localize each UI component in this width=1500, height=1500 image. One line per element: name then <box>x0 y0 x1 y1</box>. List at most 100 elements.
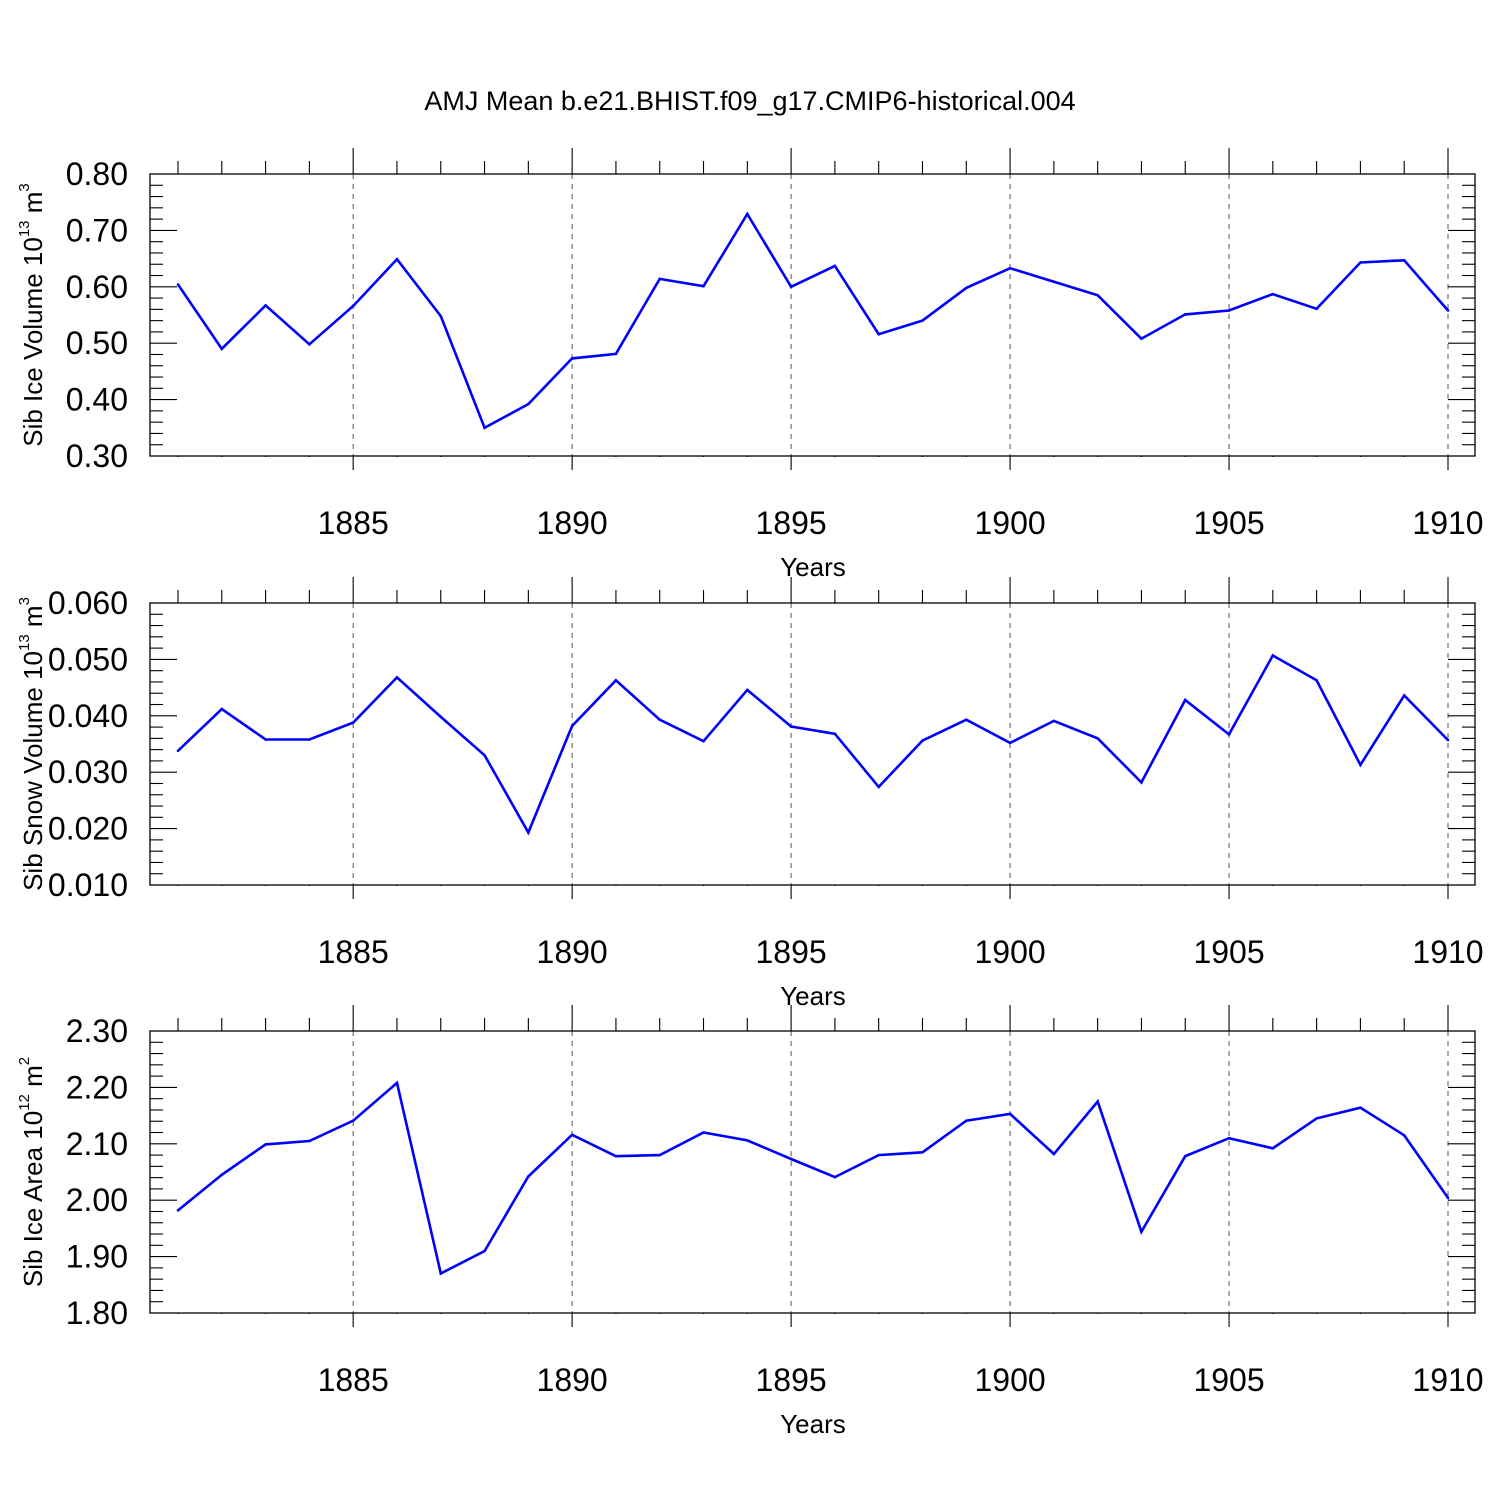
y-tick-label: 2.30 <box>66 1013 128 1049</box>
data-point <box>658 277 662 281</box>
data-point <box>746 1139 749 1142</box>
y-axis-title: Sib Ice Area 1012 m2 <box>16 1057 48 1287</box>
data-point <box>877 1153 880 1157</box>
series-line-ice-volume <box>176 211 1449 430</box>
data-point <box>614 1154 618 1158</box>
data-point <box>1359 763 1362 767</box>
y-axis-title-unit: m <box>18 1065 48 1094</box>
data-point <box>1446 309 1450 312</box>
data-point <box>1183 1154 1187 1158</box>
y-axis-title-exponent: 12 <box>16 1094 33 1111</box>
data-point <box>439 715 443 719</box>
data-point <box>176 749 180 753</box>
data-point <box>964 286 968 290</box>
y-tick-label: 0.40 <box>66 382 128 418</box>
x-tick-label: 1895 <box>756 934 827 970</box>
data-point <box>1359 261 1362 264</box>
data-point <box>921 1150 924 1154</box>
y-tick-labels: 0.30 0.40 0.50 0.60 0.70 0.80 <box>66 156 128 474</box>
x-tick-labels: 1885 1890 1895 1900 1905 1910 <box>318 934 1484 970</box>
data-point <box>220 707 224 711</box>
data-point <box>833 732 837 736</box>
x-axis-title: Years <box>780 981 846 1011</box>
figure-title: AMJ Mean b.e21.BHIST.f09_g17.CMIP6-histo… <box>424 86 1075 116</box>
data-point <box>264 1143 267 1146</box>
data-point <box>1052 1152 1056 1156</box>
x-tick-label: 1905 <box>1193 505 1264 541</box>
data-point <box>1446 738 1450 742</box>
data-point <box>220 1173 224 1177</box>
data-point <box>1008 741 1012 745</box>
data-point <box>1315 1117 1318 1120</box>
data-points <box>176 654 1450 834</box>
plot-frame <box>149 1030 1476 1314</box>
x-tick-label: 1910 <box>1412 505 1483 541</box>
x-tick-label: 1900 <box>974 934 1045 970</box>
data-point <box>1052 280 1056 284</box>
data-point <box>1227 309 1231 312</box>
data-point <box>395 1081 399 1085</box>
y-tick-label: 0.30 <box>66 438 128 474</box>
y-tick-label: 0.060 <box>48 585 128 621</box>
x-tick-label: 1910 <box>1412 1362 1483 1398</box>
data-points <box>176 1081 1450 1275</box>
data-point <box>1183 698 1187 702</box>
data-point <box>1271 292 1275 296</box>
data-point <box>789 1157 793 1161</box>
data-point <box>1008 266 1012 270</box>
data-point <box>570 724 574 728</box>
axis-ticks <box>150 148 1475 470</box>
data-points <box>176 212 1450 430</box>
y-tick-label: 1.90 <box>66 1239 128 1275</box>
y-tick-labels: 1.80 1.90 2.00 2.10 2.20 2.30 <box>66 1013 128 1331</box>
y-axis-title-unit-exponent: 3 <box>16 597 33 605</box>
data-point <box>614 352 618 356</box>
data-point <box>351 721 355 724</box>
y-axis-title-unit: m <box>18 605 48 634</box>
y-axis-title-unit-exponent: 2 <box>16 1057 33 1065</box>
x-tick-label: 1885 <box>318 505 389 541</box>
y-axis-title-main: Sib Snow Volume 10 <box>18 651 48 891</box>
y-tick-label: 1.80 <box>66 1295 128 1331</box>
data-point <box>746 212 749 216</box>
data-point <box>746 688 749 692</box>
x-tick-labels: 1885 1890 1895 1900 1905 1910 <box>318 1362 1484 1398</box>
data-point <box>264 738 267 741</box>
y-tick-label: 0.60 <box>66 269 128 305</box>
data-point <box>1271 654 1275 657</box>
plot-frame <box>149 602 1476 886</box>
x-tick-label: 1900 <box>974 505 1045 541</box>
y-axis-title: Sib Ice Volume 1013 m3 <box>16 183 48 447</box>
data-point <box>351 304 355 308</box>
data-point <box>833 264 837 268</box>
data-point <box>527 402 530 406</box>
y-tick-label: 0.80 <box>66 156 128 192</box>
data-point <box>570 357 574 360</box>
data-point <box>308 343 311 346</box>
data-point <box>877 785 880 789</box>
y-tick-label: 0.70 <box>66 212 128 248</box>
y-tick-label: 0.010 <box>48 867 128 903</box>
data-point <box>877 332 880 336</box>
data-point <box>1096 1100 1099 1103</box>
y-axis-title-exponent: 13 <box>16 634 33 651</box>
data-point <box>702 739 705 743</box>
data-point <box>1271 1147 1275 1150</box>
y-tick-label: 2.10 <box>66 1126 128 1162</box>
y-axis-title-main: Sib Ice Volume 10 <box>18 237 48 447</box>
data-point <box>789 725 793 728</box>
data-point <box>308 738 311 741</box>
x-tick-label: 1895 <box>756 505 827 541</box>
data-point <box>220 347 224 351</box>
y-tick-label: 0.030 <box>48 754 128 790</box>
x-tick-label: 1895 <box>756 1362 827 1398</box>
x-axis-title: Years <box>780 1409 846 1439</box>
y-tick-label: 0.040 <box>48 698 128 734</box>
y-tick-labels: 0.010 0.020 0.030 0.040 0.050 0.060 <box>48 585 128 903</box>
data-point <box>395 676 399 679</box>
data-point <box>527 1175 530 1178</box>
data-point <box>1096 293 1099 297</box>
data-point <box>395 257 399 261</box>
